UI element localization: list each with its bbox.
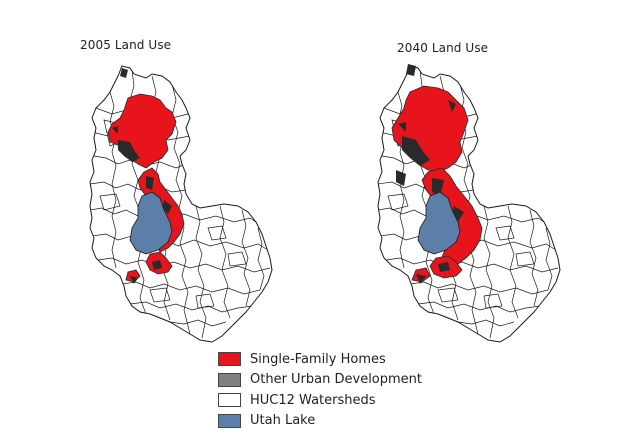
map-legend: Single-Family Homes Other Urban Developm…: [218, 349, 422, 431]
other-urban-development: [396, 64, 464, 284]
legend-label: HUC12 Watersheds: [250, 392, 376, 408]
legend-label: Other Urban Development: [250, 372, 423, 388]
legend-swatch: [218, 413, 241, 428]
utah-lake: [417, 191, 461, 255]
other-urban-development: [112, 68, 172, 284]
legend-label: Utah Lake: [250, 413, 316, 429]
legend-item-huc12: HUC12 Watersheds: [218, 390, 422, 411]
utah-lake: [129, 191, 173, 255]
map-2005: [89, 65, 273, 343]
map-title-2040: 2040 Land Use: [397, 41, 489, 55]
legend-item-utah-lake: Utah Lake: [218, 411, 422, 432]
legend-swatch: [218, 393, 241, 408]
legend-label: Single-Family Homes: [250, 351, 386, 367]
legend-item-other-urban: Other Urban Development: [218, 370, 422, 391]
legend-item-single-family: Single-Family Homes: [218, 349, 422, 370]
legend-swatch: [218, 372, 241, 387]
map-2040: [377, 64, 561, 343]
legend-swatch: [218, 352, 241, 367]
map-title-2005: 2005 Land Use: [80, 38, 172, 52]
region-outline: [89, 65, 273, 343]
